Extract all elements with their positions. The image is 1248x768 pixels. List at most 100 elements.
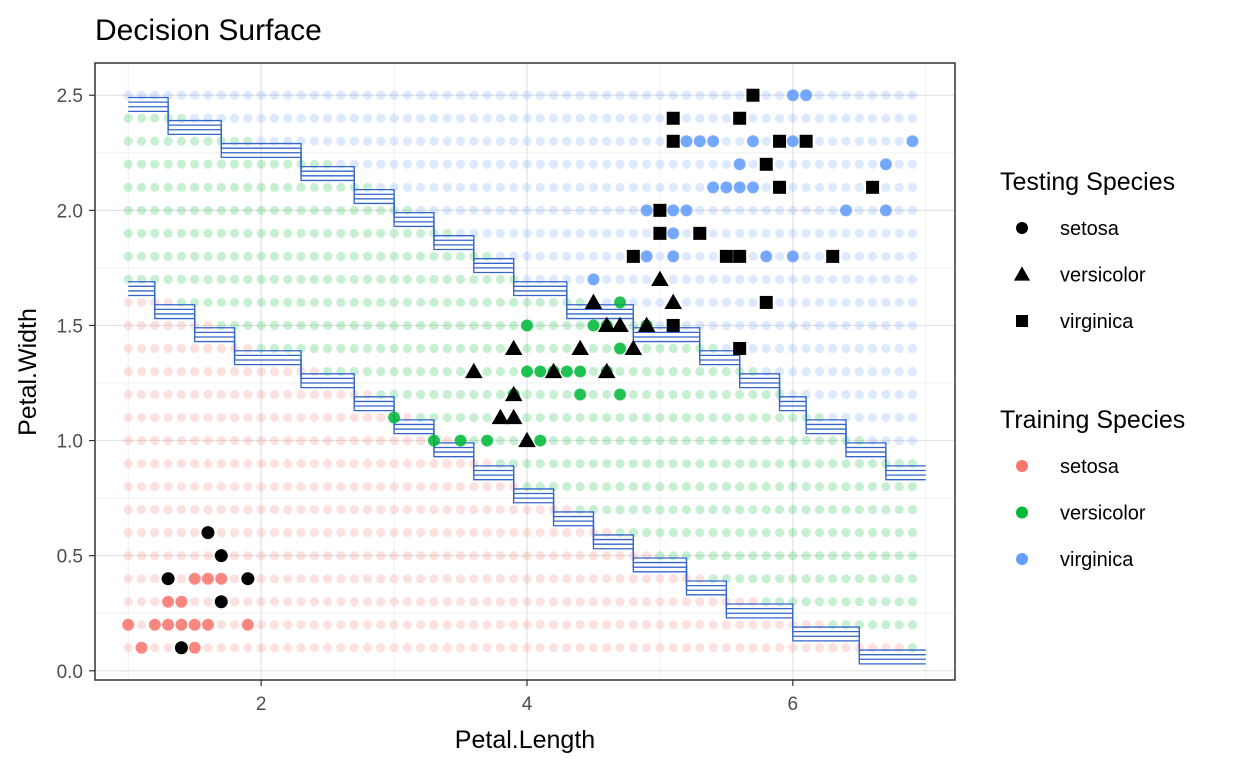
- surface-point-versicolor: [389, 228, 399, 238]
- surface-point-versicolor: [190, 228, 200, 238]
- surface-point-versicolor: [283, 251, 293, 261]
- surface-point-versicolor: [761, 551, 771, 561]
- surface-point-virginica: [735, 90, 745, 100]
- surface-point-virginica: [602, 228, 612, 238]
- surface-point-virginica: [283, 136, 293, 146]
- surface-point-versicolor: [761, 458, 771, 469]
- surface-point-versicolor: [442, 343, 452, 354]
- surface-point-versicolor: [668, 366, 678, 377]
- surface-point-setosa: [216, 343, 226, 354]
- surface-point-versicolor: [575, 412, 585, 423]
- training-point-virginica: [879, 158, 892, 171]
- surface-point-setosa: [708, 643, 718, 653]
- surface-point-virginica: [854, 297, 864, 308]
- surface-point-setosa: [323, 389, 333, 400]
- surface-point-virginica: [761, 274, 771, 285]
- surface-point-virginica: [854, 90, 864, 100]
- surface-point-virginica: [867, 159, 878, 169]
- testing-point-setosa: [201, 526, 215, 540]
- surface-point-versicolor: [562, 343, 572, 354]
- surface-point-virginica: [841, 182, 851, 192]
- surface-point-versicolor: [894, 482, 904, 492]
- surface-point-versicolor: [788, 528, 798, 538]
- surface-point-virginica: [535, 113, 545, 123]
- surface-point-setosa: [150, 528, 160, 538]
- surface-point-versicolor: [256, 205, 266, 215]
- surface-point-setosa: [176, 412, 186, 423]
- surface-point-versicolor: [150, 182, 160, 192]
- surface-point-virginica: [881, 389, 891, 400]
- surface-point-virginica: [522, 159, 532, 169]
- surface-point-versicolor: [469, 412, 479, 423]
- surface-point-virginica: [522, 274, 532, 285]
- surface-point-setosa: [389, 528, 399, 538]
- training-point-virginica: [733, 181, 746, 194]
- surface-point-setosa: [296, 412, 306, 423]
- surface-point-setosa: [362, 435, 373, 446]
- surface-point-setosa: [602, 551, 612, 561]
- surface-point-setosa: [362, 574, 373, 584]
- training-point-virginica: [733, 158, 746, 171]
- surface-point-versicolor: [216, 251, 226, 261]
- surface-point-versicolor: [588, 343, 599, 354]
- surface-point-setosa: [668, 597, 678, 607]
- surface-point-virginica: [482, 113, 492, 123]
- surface-point-versicolor: [243, 159, 253, 169]
- surface-point-setosa: [455, 620, 466, 630]
- surface-point-setosa: [283, 551, 293, 561]
- surface-point-virginica: [748, 274, 758, 285]
- surface-point-setosa: [867, 643, 878, 653]
- surface-point-versicolor: [721, 435, 731, 446]
- surface-point-setosa: [376, 643, 386, 653]
- surface-point-versicolor: [668, 343, 678, 354]
- surface-point-versicolor: [881, 597, 891, 607]
- surface-point-setosa: [323, 551, 333, 561]
- surface-point-versicolor: [269, 297, 280, 308]
- surface-point-virginica: [562, 159, 572, 169]
- surface-point-versicolor: [655, 343, 665, 354]
- surface-point-versicolor: [628, 412, 638, 423]
- surface-point-setosa: [801, 643, 811, 653]
- surface-point-setosa: [562, 643, 572, 653]
- surface-point-versicolor: [788, 435, 798, 446]
- surface-point-setosa: [136, 389, 147, 400]
- surface-point-setosa: [535, 574, 545, 584]
- surface-point-virginica: [336, 159, 346, 169]
- lower-boundary-contour: [128, 281, 926, 651]
- surface-point-virginica: [681, 182, 692, 192]
- surface-point-setosa: [455, 458, 466, 469]
- surface-point-versicolor: [828, 482, 838, 492]
- surface-point-versicolor: [828, 597, 838, 607]
- surface-point-setosa: [416, 435, 426, 446]
- surface-point-versicolor: [402, 251, 412, 261]
- testing-point-setosa: [214, 549, 228, 563]
- surface-point-versicolor: [681, 412, 692, 423]
- testing-point-versicolor: [611, 316, 629, 333]
- surface-point-versicolor: [628, 458, 638, 469]
- surface-point-setosa: [229, 574, 240, 584]
- surface-point-versicolor: [229, 205, 240, 215]
- surface-point-setosa: [283, 435, 293, 446]
- surface-point-virginica: [602, 297, 612, 308]
- surface-point-virginica: [455, 90, 466, 100]
- surface-point-versicolor: [721, 528, 731, 538]
- surface-point-versicolor: [828, 620, 838, 630]
- surface-point-versicolor: [163, 159, 173, 169]
- surface-point-versicolor: [376, 297, 386, 308]
- surface-point-versicolor: [376, 251, 386, 261]
- surface-point-versicolor: [442, 251, 452, 261]
- surface-point-virginica: [828, 297, 838, 308]
- training-point-versicolor: [427, 434, 440, 447]
- training-point-virginica: [640, 250, 653, 263]
- surface-point-versicolor: [150, 205, 160, 215]
- surface-point-setosa: [562, 528, 572, 538]
- surface-point-setosa: [309, 435, 319, 446]
- surface-point-virginica: [748, 251, 758, 261]
- surface-point-setosa: [229, 412, 240, 423]
- surface-point-versicolor: [575, 458, 585, 469]
- surface-point-versicolor: [269, 182, 280, 192]
- surface-point-virginica: [309, 113, 319, 123]
- surface-point-setosa: [323, 412, 333, 423]
- surface-point-virginica: [841, 297, 851, 308]
- x-tick-label: 2: [256, 694, 267, 715]
